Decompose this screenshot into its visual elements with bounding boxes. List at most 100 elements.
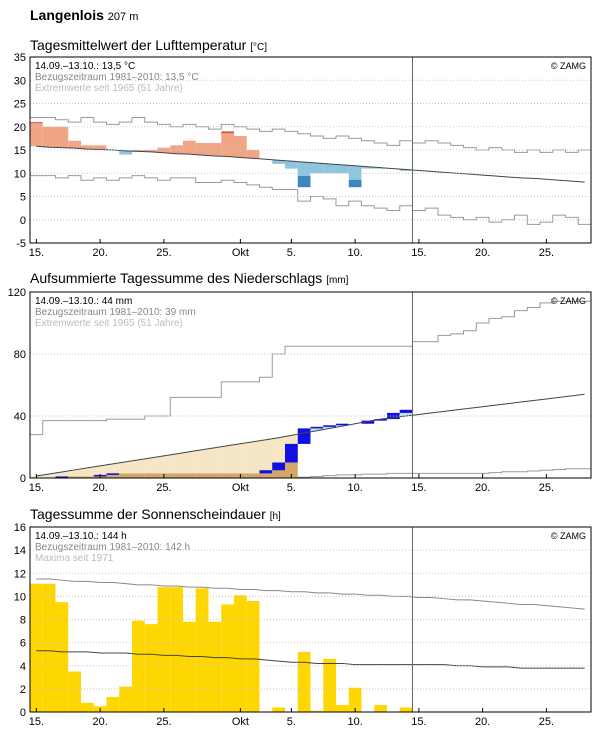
sunshine-bar (221, 604, 234, 712)
y-tick-label: 2 (20, 684, 26, 696)
precipitation-daily-bar (310, 426, 324, 429)
sunshine-bar (42, 583, 56, 712)
sunshine-bar (195, 588, 209, 712)
temperature-bar-cool (348, 165, 362, 180)
y-tick-label: 12 (14, 568, 26, 580)
precipitation-daily-bar (374, 419, 387, 421)
x-tick-label: 25. (539, 247, 554, 259)
y-tick-label: 40 (14, 411, 26, 423)
sunshine-bar (55, 602, 69, 712)
precipitation-sum-area (119, 473, 132, 478)
sunshine-chart-title: Tagessumme der Sonnenscheindauer [h] (30, 506, 281, 522)
sunshine-bar (81, 702, 94, 712)
x-tick-label: 25. (156, 716, 171, 728)
sunshine-bar (234, 595, 247, 712)
x-tick-label: Okt (232, 482, 249, 494)
sunshine-bar (297, 651, 311, 712)
temperature-bar-hot (221, 131, 234, 134)
temperature-title-text: Tagesmittelwert der Lufttemperatur (30, 37, 247, 53)
precipitation-deficit (259, 439, 273, 471)
sunshine-bar (399, 707, 413, 712)
y-tick-label: -5 (16, 238, 26, 250)
precipitation-deficit (170, 453, 183, 474)
x-tick-label: 5. (287, 716, 296, 728)
precipitation-daily-bar (272, 462, 285, 471)
temperature-unit: [°C] (250, 42, 267, 53)
precipitation-deficit (246, 441, 260, 474)
x-tick-label: 25. (539, 716, 554, 728)
temperature-bar-warm (55, 126, 69, 148)
x-tick-label: 20. (92, 716, 107, 728)
x-tick-label: Okt (232, 716, 249, 728)
y-tick-label: 25 (14, 99, 26, 111)
x-tick-label: 5. (287, 247, 296, 259)
x-tick-label: 25. (156, 482, 171, 494)
temperature-bar-warm (93, 145, 107, 150)
precipitation-sum-area (195, 473, 209, 478)
temperature-bar-warm (81, 145, 94, 150)
precipitation-deficit (119, 461, 132, 474)
temperature-bar-warm (132, 150, 145, 152)
x-tick-label: 10. (347, 482, 362, 494)
sunshine-climate-line (36, 650, 585, 669)
temperature-legend-reference: Bezugszeitraum 1981–2010: 13,5 °C (35, 72, 199, 83)
y-tick-label: 4 (20, 661, 26, 673)
precipitation-deficit (132, 459, 145, 474)
y-tick-label: 30 (14, 75, 26, 87)
precipitation-sum-area (183, 473, 196, 478)
temperature-bar-warm (157, 147, 171, 153)
precipitation-deficit (221, 445, 234, 474)
x-tick-label: 20. (92, 482, 107, 494)
sunshine-bar (157, 587, 171, 712)
precipitation-daily-bar (285, 443, 298, 463)
precipitation-deficit (68, 469, 81, 477)
sunshine-bar (144, 624, 158, 712)
sunshine-title-text: Tagessumme der Sonnenscheindauer (30, 506, 266, 522)
y-tick-label: 0 (20, 707, 26, 719)
y-tick-label: 5 (20, 192, 26, 204)
zamg-logo-text: © ZAMG (551, 61, 586, 71)
precipitation-chart-title: Aufsummierte Tagessumme des Niederschlag… (30, 270, 348, 286)
temperature-bar-cold (348, 179, 362, 188)
precipitation-deficit (157, 455, 171, 474)
precipitation-sum-area (81, 476, 94, 478)
sunshine-bar (132, 620, 145, 712)
x-tick-label: 25. (539, 482, 554, 494)
x-tick-label: 20. (475, 247, 490, 259)
precipitation-deficit (55, 471, 69, 477)
precipitation-max-line (30, 300, 591, 436)
sunshine-bar (374, 705, 387, 712)
sunshine-unit: [h] (269, 511, 281, 522)
precipitation-deficit (106, 463, 120, 474)
x-tick-label: 25. (156, 247, 171, 259)
sunshine-bar (336, 705, 349, 712)
x-tick-label: 15. (411, 482, 426, 494)
sunshine-bar (208, 621, 222, 712)
plot-frame (29, 526, 592, 713)
sunshine-bar (310, 710, 324, 712)
plot-frame (29, 291, 592, 479)
precipitation-daily-bar (55, 476, 69, 478)
x-tick-label: 15. (29, 716, 44, 728)
y-tick-label: 35 (14, 52, 26, 64)
temperature-bar-warm (195, 143, 209, 156)
precipitation-climate-line (36, 393, 585, 477)
y-tick-label: 0 (20, 473, 26, 485)
plot-frame (29, 56, 592, 244)
precipitation-deficit (195, 449, 209, 474)
y-tick-label: 15 (14, 145, 26, 157)
y-tick-label: 14 (14, 545, 26, 557)
x-tick-label: 10. (347, 716, 362, 728)
precipitation-sum-area (246, 473, 260, 478)
temperature-bar-cool (323, 163, 336, 174)
temperature-bar-warm (30, 123, 43, 147)
temperature-bar-cool (361, 166, 375, 169)
temperature-bar-warm (42, 126, 56, 148)
temperature-bar-cool (285, 161, 298, 169)
precipitation-daily-bar (259, 470, 273, 474)
precipitation-deficit (81, 467, 94, 477)
zamg-logo-text: © ZAMG (551, 296, 586, 306)
temperature-bar-warm (144, 150, 158, 152)
y-tick-label: 10 (14, 591, 26, 603)
